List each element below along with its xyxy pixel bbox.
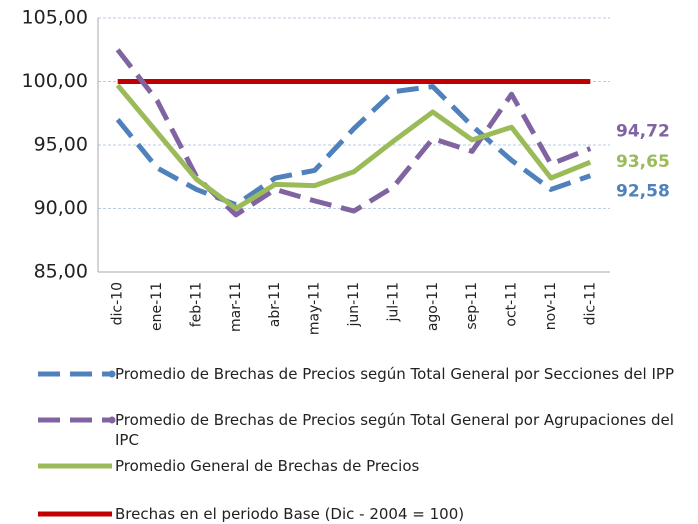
x-tick-label: feb-11 xyxy=(188,282,204,327)
x-tick-label: ene-11 xyxy=(149,282,165,331)
x-tick-label: abr-11 xyxy=(267,282,283,327)
x-tick-label: mar-11 xyxy=(228,282,244,332)
legend-marker xyxy=(108,416,116,424)
value-label: 93,65 xyxy=(616,152,670,172)
legend-entry: Promedio General de Brechas de Precios xyxy=(115,457,420,475)
y-tick-label: 105,00 xyxy=(22,7,88,29)
y-tick-label: 90,00 xyxy=(34,197,88,219)
y-tick-label: 85,00 xyxy=(34,261,88,283)
series-line xyxy=(115,83,592,211)
legend-marker xyxy=(108,370,116,378)
y-tick-label: 100,00 xyxy=(22,70,88,92)
x-tick-label: oct-11 xyxy=(504,282,520,327)
legend-entry: Brechas en el periodo Base (Dic - 2004 =… xyxy=(115,505,465,523)
x-tick-label: sep-11 xyxy=(464,282,480,330)
x-tick-label: ago-11 xyxy=(425,282,441,331)
y-tick-label: 95,00 xyxy=(34,134,88,156)
value-label: 92,58 xyxy=(616,182,670,202)
legend-entry: Promedio de Brechas de Precios según Tot… xyxy=(115,365,674,383)
series-line xyxy=(115,48,592,218)
x-tick-label: jul-11 xyxy=(385,282,401,323)
x-tick-label: dic-10 xyxy=(110,282,126,325)
series-line xyxy=(115,84,592,208)
x-tick-label: jun-11 xyxy=(346,282,362,328)
x-tick-label: nov-11 xyxy=(543,282,559,330)
x-tick-label: dic-11 xyxy=(582,282,598,325)
x-tick-label: may-11 xyxy=(307,282,323,335)
legend-entry: Promedio de Brechas de Precios según Tot… xyxy=(115,411,674,449)
value-label: 94,72 xyxy=(616,122,670,142)
